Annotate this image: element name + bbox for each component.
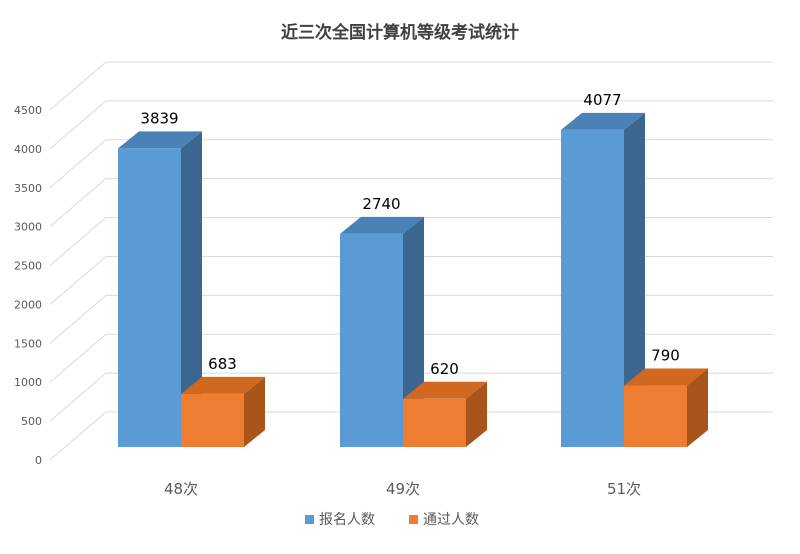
gridline	[49, 178, 773, 228]
x-axis-tick-labels: 48次 49次 51次	[164, 480, 641, 498]
gridline	[49, 255, 773, 305]
bar-front-face	[561, 129, 624, 447]
gridline	[49, 61, 773, 111]
gridline	[49, 294, 773, 344]
bar-top-face	[340, 216, 424, 234]
gridline	[49, 333, 773, 383]
data-label: 620	[430, 360, 459, 378]
x-tick-label: 48次	[164, 480, 198, 498]
y-tick-label: 3000	[14, 221, 42, 234]
bar-side-face	[624, 112, 645, 448]
data-label: 4077	[583, 91, 621, 109]
gridline	[49, 217, 773, 266]
gridline	[49, 372, 773, 422]
chart-title: 近三次全国计算机等级考试统计	[281, 22, 519, 43]
bar-top-face	[624, 368, 708, 386]
bars	[118, 112, 708, 448]
bar-top-face	[403, 381, 487, 399]
bar-top-face	[181, 376, 265, 394]
bar-top-face	[561, 112, 645, 130]
y-tick-label: 1000	[14, 376, 42, 389]
data-label: 2740	[362, 195, 400, 213]
bar-front-face	[624, 385, 687, 447]
legend-swatch	[305, 515, 314, 524]
legend-swatch	[409, 515, 418, 524]
gridline	[49, 100, 773, 150]
legend: 报名人数 通过人数	[305, 512, 479, 528]
bar	[561, 112, 645, 448]
bar-front-face	[181, 393, 244, 447]
legend-label: 报名人数	[319, 512, 375, 528]
y-tick-label: 500	[21, 415, 42, 428]
legend-label: 通过人数	[423, 512, 479, 528]
bar	[624, 368, 708, 447]
data-label: 683	[208, 355, 237, 373]
bar-side-face	[244, 376, 265, 447]
y-tick-label: 0	[35, 454, 42, 467]
y-tick-label: 2000	[14, 298, 42, 311]
gridline	[49, 139, 773, 189]
data-label: 790	[651, 347, 680, 365]
y-tick-label: 2500	[14, 260, 42, 273]
bar	[118, 131, 202, 447]
y-tick-label: 4500	[14, 104, 42, 117]
bar-front-face	[340, 233, 403, 447]
bar	[181, 376, 265, 447]
data-labels: 3839 683 2740 620 4077 790	[140, 91, 679, 378]
bar-side-face	[181, 131, 202, 447]
bar-front-face	[118, 148, 181, 447]
bar	[403, 381, 487, 447]
gridline	[49, 411, 773, 461]
bar-front-face	[403, 398, 466, 447]
bar-side-face	[687, 368, 708, 447]
bar-side-face	[466, 381, 487, 447]
y-axis-tick-labels: 0 500 1000 1500 2000 2500 3000 3500 4000 4500	[14, 104, 42, 467]
x-tick-label: 51次	[607, 480, 641, 498]
x-tick-label: 49次	[386, 480, 420, 498]
y-tick-label: 1500	[14, 337, 42, 350]
data-label: 3839	[140, 109, 178, 127]
grid-lines	[49, 61, 773, 461]
y-tick-label: 4000	[14, 143, 42, 156]
y-tick-label: 3500	[14, 182, 42, 195]
bar-top-face	[118, 131, 202, 149]
